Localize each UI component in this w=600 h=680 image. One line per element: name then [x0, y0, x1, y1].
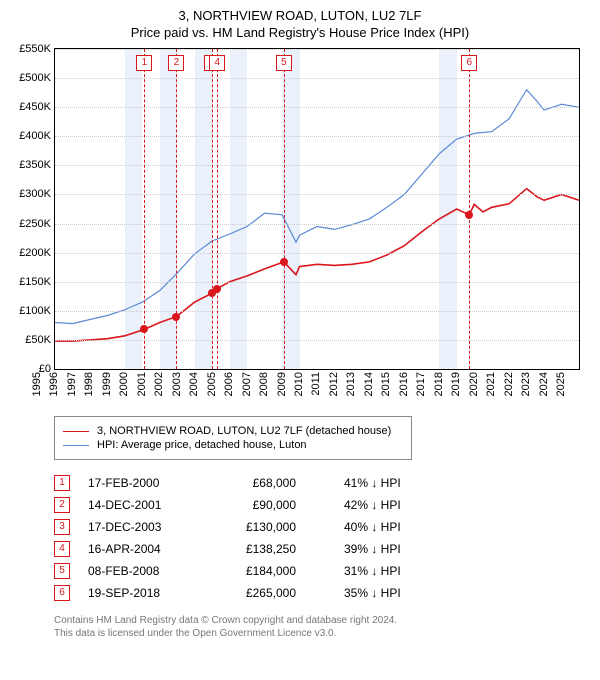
- sale-dot: [172, 313, 180, 321]
- gridline: [55, 49, 579, 50]
- event-marker: 6: [461, 55, 477, 71]
- row-pct: 40% ↓ HPI: [314, 520, 434, 534]
- event-marker: 4: [209, 55, 225, 71]
- legend-label: HPI: Average price, detached house, Luto…: [97, 439, 307, 451]
- y-tick-label: £250K: [11, 218, 51, 230]
- y-tick-label: £200K: [11, 247, 51, 259]
- series-line: [55, 90, 579, 324]
- footer-attribution: Contains HM Land Registry data © Crown c…: [54, 614, 588, 640]
- gridline: [55, 253, 579, 254]
- sale-dot: [280, 258, 288, 266]
- y-tick-label: £100K: [11, 305, 51, 317]
- row-date: 08-FEB-2008: [88, 564, 198, 578]
- gridline: [55, 311, 579, 312]
- row-price: £184,000: [216, 564, 296, 578]
- row-marker: 5: [54, 563, 70, 579]
- sale-dot: [213, 285, 221, 293]
- event-marker: 5: [276, 55, 292, 71]
- table-row: 5 08-FEB-2008 £184,000 31% ↓ HPI: [54, 562, 588, 580]
- sales-table: 1 17-FEB-2000 £68,000 41% ↓ HPI 2 14-DEC-2001…: [54, 474, 588, 602]
- table-row: 2 14-DEC-2001 £90,000 42% ↓ HPI: [54, 496, 588, 514]
- event-marker: 1: [136, 55, 152, 71]
- footer-line-1: Contains HM Land Registry data © Crown c…: [54, 614, 588, 627]
- y-tick-label: £550K: [11, 43, 51, 55]
- y-tick-label: £50K: [11, 334, 51, 346]
- gridline: [55, 340, 579, 341]
- row-price: £265,000: [216, 586, 296, 600]
- event-line: [212, 49, 213, 369]
- row-pct: 41% ↓ HPI: [314, 476, 434, 490]
- legend-row: HPI: Average price, detached house, Luto…: [63, 439, 403, 451]
- footer-line-2: This data is licensed under the Open Gov…: [54, 627, 588, 640]
- gridline: [55, 136, 579, 137]
- sale-dot: [140, 325, 148, 333]
- gridline: [55, 194, 579, 195]
- y-tick-label: £300K: [11, 188, 51, 200]
- sale-dot: [465, 211, 473, 219]
- y-tick-label: £350K: [11, 159, 51, 171]
- legend-swatch: [63, 445, 89, 446]
- gridline: [55, 224, 579, 225]
- event-line: [176, 49, 177, 369]
- row-marker: 4: [54, 541, 70, 557]
- row-date: 16-APR-2004: [88, 542, 198, 556]
- y-tick-label: £450K: [11, 101, 51, 113]
- row-pct: 42% ↓ HPI: [314, 498, 434, 512]
- gridline: [55, 165, 579, 166]
- row-pct: 39% ↓ HPI: [314, 542, 434, 556]
- row-price: £68,000: [216, 476, 296, 490]
- row-price: £138,250: [216, 542, 296, 556]
- gridline: [55, 78, 579, 79]
- row-price: £90,000: [216, 498, 296, 512]
- event-line: [284, 49, 285, 369]
- row-pct: 31% ↓ HPI: [314, 564, 434, 578]
- chart-area: £0£50K£100K£150K£200K£250K£300K£350K£400…: [54, 48, 580, 370]
- row-marker: 3: [54, 519, 70, 535]
- row-marker: 6: [54, 585, 70, 601]
- y-tick-label: £500K: [11, 72, 51, 84]
- event-line: [217, 49, 218, 369]
- row-marker: 2: [54, 497, 70, 513]
- x-axis-ticks: 1995199619971998199920002001200220032004…: [54, 370, 580, 410]
- event-line: [144, 49, 145, 369]
- gridline: [55, 107, 579, 108]
- event-line: [469, 49, 470, 369]
- y-tick-label: £400K: [11, 130, 51, 142]
- row-pct: 35% ↓ HPI: [314, 586, 434, 600]
- row-date: 17-FEB-2000: [88, 476, 198, 490]
- title-address: 3, NORTHVIEW ROAD, LUTON, LU2 7LF: [12, 8, 588, 23]
- table-row: 1 17-FEB-2000 £68,000 41% ↓ HPI: [54, 474, 588, 492]
- row-date: 19-SEP-2018: [88, 586, 198, 600]
- legend-label: 3, NORTHVIEW ROAD, LUTON, LU2 7LF (detac…: [97, 425, 391, 437]
- gridline: [55, 282, 579, 283]
- table-row: 3 17-DEC-2003 £130,000 40% ↓ HPI: [54, 518, 588, 536]
- row-price: £130,000: [216, 520, 296, 534]
- table-row: 6 19-SEP-2018 £265,000 35% ↓ HPI: [54, 584, 588, 602]
- row-marker: 1: [54, 475, 70, 491]
- legend: 3, NORTHVIEW ROAD, LUTON, LU2 7LF (detac…: [54, 416, 412, 460]
- table-row: 4 16-APR-2004 £138,250 39% ↓ HPI: [54, 540, 588, 558]
- title-subtitle: Price paid vs. HM Land Registry's House …: [12, 25, 588, 40]
- legend-swatch: [63, 431, 89, 432]
- legend-row: 3, NORTHVIEW ROAD, LUTON, LU2 7LF (detac…: [63, 425, 403, 437]
- row-date: 14-DEC-2001: [88, 498, 198, 512]
- chart-svg: [55, 49, 579, 369]
- series-line: [55, 189, 579, 342]
- row-date: 17-DEC-2003: [88, 520, 198, 534]
- event-marker: 2: [168, 55, 184, 71]
- x-tick-label: 2025: [555, 372, 600, 396]
- y-tick-label: £150K: [11, 276, 51, 288]
